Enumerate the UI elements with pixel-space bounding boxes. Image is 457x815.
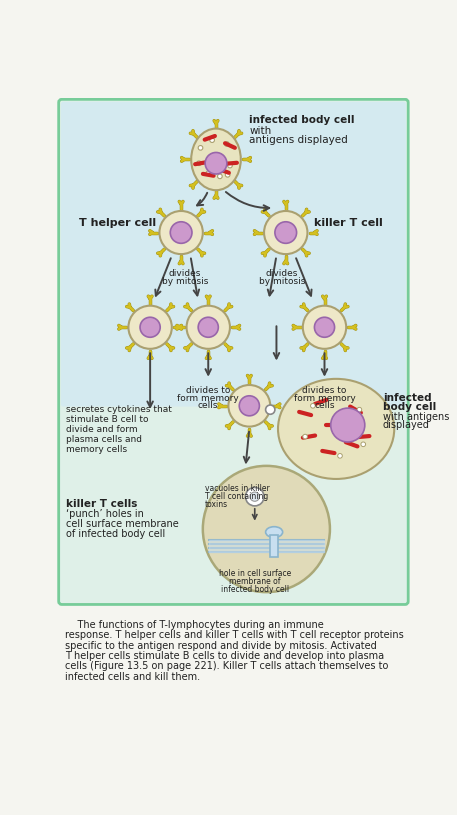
Circle shape bbox=[357, 408, 361, 412]
Text: ‘punch’ holes in: ‘punch’ holes in bbox=[66, 509, 144, 519]
FancyBboxPatch shape bbox=[61, 102, 406, 407]
Text: infected: infected bbox=[383, 393, 431, 403]
Ellipse shape bbox=[278, 379, 394, 479]
Circle shape bbox=[128, 306, 172, 349]
Text: with antigens: with antigens bbox=[383, 412, 449, 421]
Text: T cell containing: T cell containing bbox=[205, 492, 268, 501]
Text: memory cells: memory cells bbox=[66, 445, 128, 454]
Circle shape bbox=[250, 492, 260, 501]
Text: vacuoles in killer: vacuoles in killer bbox=[205, 484, 270, 493]
Text: infected body cell: infected body cell bbox=[250, 115, 355, 125]
Circle shape bbox=[210, 138, 214, 143]
Bar bbox=[209, 540, 324, 552]
Text: T helper cells stimulate B cells to divide and develop into plasma: T helper cells stimulate B cells to divi… bbox=[65, 651, 384, 661]
Text: The functions of T-lymphocytes during an immune: The functions of T-lymphocytes during an… bbox=[65, 620, 324, 630]
Text: form memory: form memory bbox=[294, 394, 356, 403]
Text: divides: divides bbox=[169, 269, 201, 278]
Text: membrane of: membrane of bbox=[229, 577, 281, 586]
Text: divide and form: divide and form bbox=[66, 425, 138, 434]
Text: by mitosis: by mitosis bbox=[162, 276, 208, 285]
Text: cells: cells bbox=[314, 401, 335, 410]
Text: specific to the antigen respond and divide by mitosis. Activated: specific to the antigen respond and divi… bbox=[65, 641, 377, 650]
Circle shape bbox=[224, 142, 229, 147]
Circle shape bbox=[228, 163, 232, 168]
Text: stimulate B cell to: stimulate B cell to bbox=[66, 415, 149, 424]
Ellipse shape bbox=[191, 129, 241, 190]
Circle shape bbox=[206, 171, 211, 175]
Circle shape bbox=[311, 403, 315, 408]
Circle shape bbox=[198, 146, 203, 150]
Text: divides to: divides to bbox=[186, 385, 230, 395]
Bar bbox=[270, 535, 278, 557]
Text: cells: cells bbox=[198, 401, 218, 410]
Text: killer T cells: killer T cells bbox=[66, 500, 138, 509]
Circle shape bbox=[303, 306, 346, 349]
Circle shape bbox=[140, 317, 160, 337]
Text: form memory: form memory bbox=[177, 394, 239, 403]
Text: body cell: body cell bbox=[383, 403, 436, 412]
FancyBboxPatch shape bbox=[58, 99, 408, 605]
Circle shape bbox=[225, 173, 230, 177]
Circle shape bbox=[303, 434, 308, 439]
Text: of infected body cell: of infected body cell bbox=[66, 530, 166, 540]
Text: secretes cytokines that: secretes cytokines that bbox=[66, 405, 172, 414]
Ellipse shape bbox=[266, 526, 282, 537]
Circle shape bbox=[239, 396, 260, 416]
Text: divides: divides bbox=[266, 269, 298, 278]
Circle shape bbox=[205, 152, 227, 174]
Circle shape bbox=[331, 408, 365, 442]
Text: divides to: divides to bbox=[303, 385, 347, 395]
Text: toxins: toxins bbox=[205, 500, 228, 509]
Circle shape bbox=[338, 453, 342, 458]
Circle shape bbox=[186, 306, 230, 349]
Circle shape bbox=[197, 161, 201, 165]
Circle shape bbox=[218, 174, 222, 178]
Circle shape bbox=[170, 222, 192, 244]
Circle shape bbox=[245, 487, 264, 506]
Circle shape bbox=[198, 317, 218, 337]
Circle shape bbox=[314, 317, 335, 337]
Circle shape bbox=[264, 211, 308, 254]
Text: infected cells and kill them.: infected cells and kill them. bbox=[65, 672, 200, 682]
Text: antigens displayed: antigens displayed bbox=[250, 134, 348, 145]
Text: by mitosis: by mitosis bbox=[259, 276, 305, 285]
Text: killer T cell: killer T cell bbox=[314, 218, 383, 227]
Circle shape bbox=[228, 385, 270, 426]
Text: cell surface membrane: cell surface membrane bbox=[66, 519, 179, 530]
Text: plasma cells and: plasma cells and bbox=[66, 435, 143, 444]
Circle shape bbox=[361, 442, 366, 447]
Circle shape bbox=[275, 222, 297, 244]
Text: cells (Figure 13.5 on page 221). Killer T cells attach themselves to: cells (Figure 13.5 on page 221). Killer … bbox=[65, 662, 388, 672]
Text: infected body cell: infected body cell bbox=[221, 584, 289, 593]
Text: displayed: displayed bbox=[383, 420, 430, 430]
Text: with: with bbox=[250, 126, 271, 135]
Circle shape bbox=[203, 466, 330, 593]
Text: T helper cell: T helper cell bbox=[79, 218, 156, 227]
Text: hole in cell surface: hole in cell surface bbox=[218, 569, 291, 578]
Circle shape bbox=[266, 405, 275, 414]
Text: response. T helper cells and killer T cells with T cell receptor proteins: response. T helper cells and killer T ce… bbox=[65, 630, 404, 641]
Circle shape bbox=[159, 211, 203, 254]
